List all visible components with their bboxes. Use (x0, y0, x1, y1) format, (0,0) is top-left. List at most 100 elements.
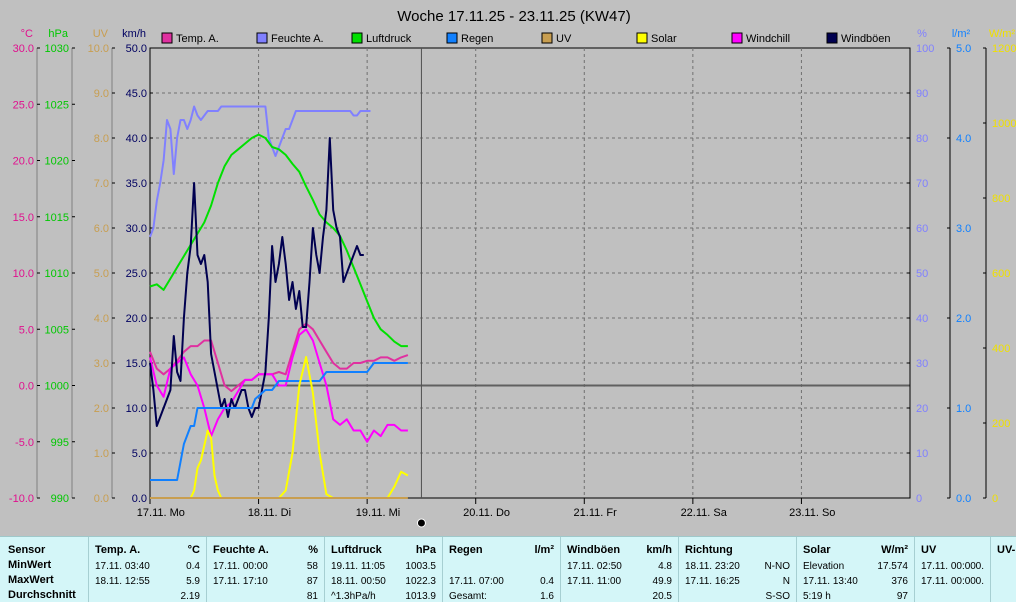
axis-tick-label: 6.0 (94, 223, 109, 235)
axis-tick-label: 3.0 (94, 358, 109, 370)
legend-label: Windchill (746, 33, 790, 45)
stats-cell-value: 1.6 (540, 591, 554, 602)
stats-cell-row: 17.11. 11:00 49.9 (567, 576, 672, 590)
stats-cell-row: 18.11. 12:55 5.9 (95, 576, 200, 590)
stats-cell-value: 58 (307, 561, 318, 572)
x-tick-label: 18.11. Di (248, 507, 291, 519)
stats-cell-time: 17.11. 00:00 (213, 561, 268, 572)
statistics-table: Sensor MinWert MaxWert Durchschnitt Temp. A.… (0, 536, 1016, 602)
stats-cell-value: 0.4 (540, 576, 554, 587)
axis-tick-label: 20 (916, 403, 928, 415)
stats-cell-value: 0. (976, 576, 984, 587)
legend: Temp. A. Feuchte A. Luftdruck Regen UV Solar W… (162, 33, 891, 45)
stats-cell-row: 17.11. 17:10 87 (213, 576, 318, 590)
legend-label: Windböen (841, 33, 891, 45)
stats-cell-value: 0.4 (186, 561, 200, 572)
axis-tick-label: 1200 (992, 43, 1016, 55)
axis-tick-label: 15.0 (126, 358, 147, 370)
stats-cell-row: 2.19 (95, 591, 200, 602)
stats-cell-row: Elevation 17.574 (803, 561, 908, 575)
x-tick-label: 20.11. Do (463, 507, 510, 519)
axis-tick-label: 10.0 (13, 268, 34, 280)
stats-cell-time: 18.11. 12:55 (95, 576, 150, 587)
axis-tick-label: 995 (51, 437, 69, 449)
axis-tick-label: 1.0 (94, 448, 109, 460)
legend-swatch (542, 33, 552, 43)
axis-tick-label: 2.0 (94, 403, 109, 415)
axis-tick-label: 0.0 (132, 493, 147, 505)
axis-tick-label: 35.0 (126, 178, 147, 190)
axis-tick-label: -10.0 (9, 493, 34, 505)
axis-tick-label: 25.0 (13, 99, 34, 111)
stats-cell-row: 17.11. 13:40 376 (803, 576, 908, 590)
stats-cell-time: 17.11. 13:40 (803, 576, 858, 587)
stats-row-label: MinWert (8, 559, 51, 571)
stats-cell-row: 17.11. 00:00 0. (921, 576, 984, 590)
axis-tick-label: 1020 (45, 156, 69, 168)
axis-tick-label: 15.0 (13, 212, 34, 224)
stats-cell-value: N (783, 576, 790, 587)
axis-tick-label: 1010 (45, 268, 69, 280)
axis-tick-label: 10 (916, 448, 928, 460)
stats-cell-value: 1013.9 (405, 591, 436, 602)
chart-title: Woche 17.11.25 - 23.11.25 (KW47) (397, 8, 630, 25)
axis-tick-label: 30.0 (13, 43, 34, 55)
stats-column: Richtung 18.11. 23:20 N-NO 17.11. 16:25 N S-S… (678, 537, 796, 602)
stats-column-unit: km/h (646, 544, 672, 556)
x-tick-label: 21.11. Fr (574, 507, 618, 519)
axis-tick-label: 0 (992, 493, 998, 505)
stats-cell-row (997, 561, 1010, 575)
stats-column: UV 17.11. 00:00 0. 17.11. 00:00 0. (914, 537, 990, 602)
stats-column: Windböen km/h 17.11. 02:50 4.8 17.11. 11:00 4… (560, 537, 678, 602)
axis-tick-label: 5.0 (956, 43, 971, 55)
x-tick-label: 19.11. Mi (356, 507, 400, 519)
x-tick-label: 23.11. So (789, 507, 835, 519)
stats-cell-time: 17.11. 11:00 (567, 576, 621, 587)
axis-tick-label: 400 (992, 343, 1010, 355)
stats-column-header: Solar (803, 544, 831, 556)
axis-tick-label: 50 (916, 268, 928, 280)
stats-cell-time: 17.11. 17:10 (213, 576, 268, 587)
axis-tick-label: 10.0 (88, 43, 109, 55)
stats-column-unit: l/m² (534, 544, 554, 556)
stats-cell-time: 17.11. 16:25 (685, 576, 740, 587)
legend-swatch (447, 33, 457, 43)
stats-column: UV- (990, 537, 1016, 602)
axis-tick-label: 200 (992, 418, 1010, 430)
axis-tick-label: 1000 (992, 118, 1016, 130)
axis-tick-label: -5.0 (15, 437, 34, 449)
stats-row-label: MaxWert (8, 574, 54, 586)
axis-tick-label: 40.0 (126, 133, 147, 145)
axis-tick-label: 0.0 (19, 381, 34, 393)
legend-swatch (827, 33, 837, 43)
axis-tick-label: 1000 (45, 381, 69, 393)
legend-label: Regen (461, 33, 493, 45)
axis-tick-label: 0 (916, 493, 922, 505)
axis-tick-label: 0.0 (956, 493, 971, 505)
stats-cell-time: 18.11. 00:50 (331, 576, 386, 587)
axis-tick-label: 2.0 (956, 313, 971, 325)
stats-cell-value: 17.574 (877, 561, 908, 572)
stats-cell-value: N-NO (764, 561, 790, 572)
axis-tick-label: 5.0 (94, 268, 109, 280)
legend-label: Feuchte A. (271, 33, 324, 45)
stats-cell-time: 17.11. 03:40 (95, 561, 150, 572)
axis-tick-label: 5.0 (19, 324, 34, 336)
axis-tick-label: 4.0 (956, 133, 971, 145)
axis-tick-label: 3.0 (956, 223, 971, 235)
axis-tick-label: 1030 (45, 43, 69, 55)
stats-column: Regen l/m² 17.11. 07:00 0.4 Gesamt: 1.6 (442, 537, 560, 602)
legend-label: UV (556, 33, 572, 45)
axis-unit-label: UV (93, 28, 109, 40)
stats-cell-row: 18.11. 00:50 1022.3 (331, 576, 436, 590)
weather-chart: Woche 17.11.25 - 23.11.25 (KW47) °C 30.0 2… (0, 0, 1016, 536)
stats-cell-row: 17.11. 07:00 0.4 (449, 576, 554, 590)
stats-cell-row: 17.11. 02:50 4.8 (567, 561, 672, 575)
stats-cell-row (449, 561, 554, 575)
axis-unit-label: °C (21, 28, 33, 40)
stats-cell-row: 17.11. 00:00 0. (921, 561, 984, 575)
stats-cell-value: 20.5 (653, 591, 672, 602)
legend-label: Solar (651, 33, 677, 45)
stats-cell-value: 97 (897, 591, 908, 602)
stats-column-unit: W/m² (881, 544, 908, 556)
